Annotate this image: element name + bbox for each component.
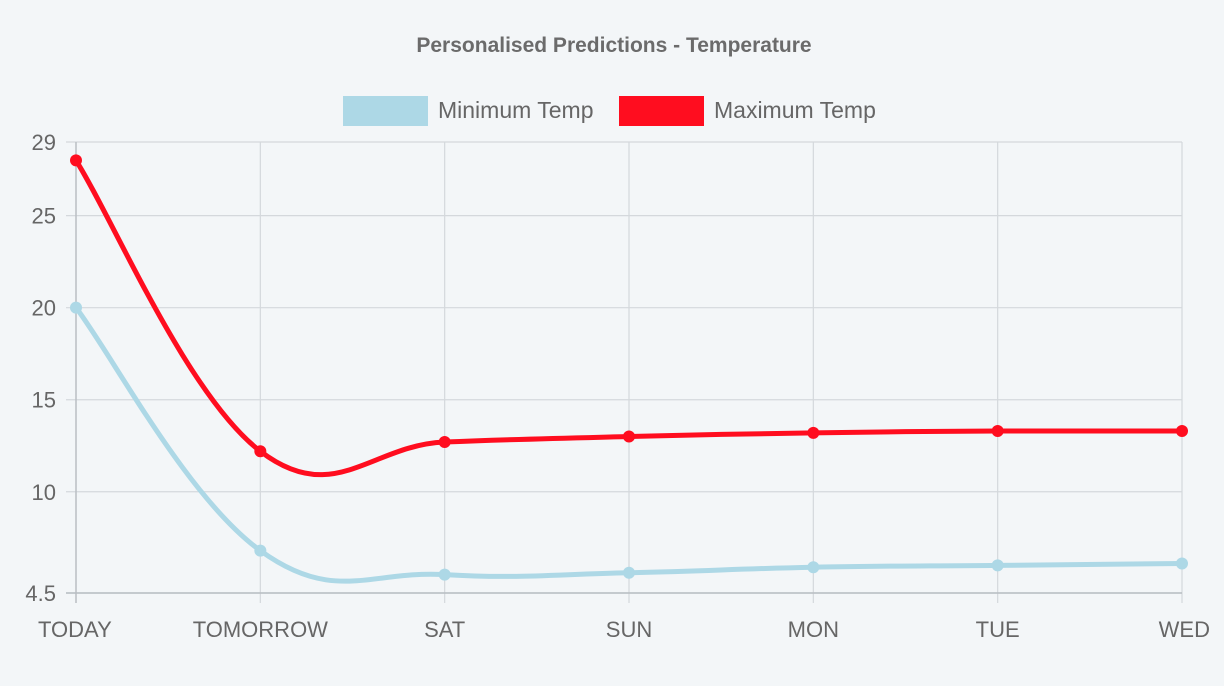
y-tick-label: 25 xyxy=(32,204,56,229)
data-point[interactable] xyxy=(807,561,820,574)
x-tick-label: TODAY xyxy=(38,617,112,642)
x-tick-label: WED xyxy=(1159,617,1210,642)
data-point[interactable] xyxy=(991,425,1004,438)
data-point[interactable] xyxy=(1176,557,1188,570)
legend-swatch[interactable] xyxy=(619,96,704,126)
data-point[interactable] xyxy=(254,445,267,458)
data-point[interactable] xyxy=(70,154,82,167)
x-tick-label: SAT xyxy=(424,617,465,642)
grid xyxy=(66,141,1183,603)
data-point[interactable] xyxy=(807,426,820,439)
data-point[interactable] xyxy=(623,566,635,579)
y-tick-label: 10 xyxy=(32,480,56,505)
legend: Minimum Temp Maximum Temp xyxy=(343,96,876,126)
y-tick-label: 29 xyxy=(32,130,56,155)
series-layer xyxy=(70,154,1188,584)
x-tick-label: TOMORROW xyxy=(193,617,328,642)
data-point[interactable] xyxy=(254,544,267,557)
data-point[interactable] xyxy=(623,430,635,443)
data-point[interactable] xyxy=(991,559,1004,572)
legend-label[interactable]: Maximum Temp xyxy=(714,97,876,123)
data-point[interactable] xyxy=(1176,425,1188,438)
x-tick-label: SUN xyxy=(606,617,652,642)
data-point[interactable] xyxy=(70,301,82,314)
x-tick-label: MON xyxy=(788,617,839,642)
y-tick-label: 15 xyxy=(32,388,56,413)
chart-title: Personalised Predictions - Temperature xyxy=(416,34,811,57)
legend-swatch[interactable] xyxy=(343,96,428,126)
x-tick-label: TUE xyxy=(976,617,1020,642)
data-point[interactable] xyxy=(438,436,451,449)
y-tick-label: 4.5 xyxy=(25,581,56,606)
legend-label[interactable]: Minimum Temp xyxy=(438,97,594,123)
data-point[interactable] xyxy=(438,568,451,581)
axes: 4.5 10 15 20 25 29 TODAY TOMORROW SAT SUN MON TUE WE… xyxy=(25,130,1210,642)
y-tick-label: 20 xyxy=(32,296,56,321)
